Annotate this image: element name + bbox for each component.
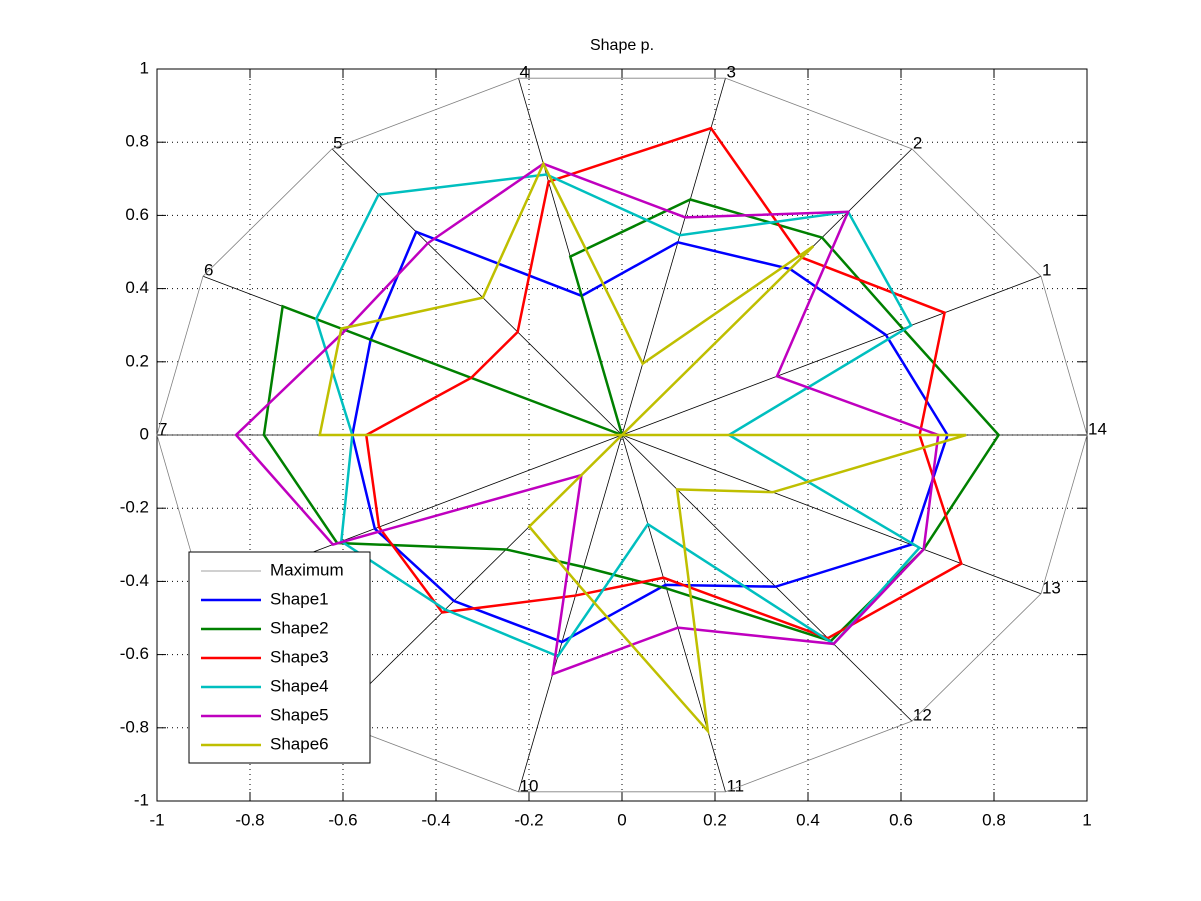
spoke-label: 5 (333, 133, 342, 152)
y-tick-label: -0.6 (120, 644, 149, 663)
spoke-label: 7 (158, 419, 167, 438)
x-tick-label: 0.4 (796, 810, 820, 829)
spoke (621, 434, 913, 722)
series-line (351, 230, 949, 644)
y-tick-label: -0.4 (120, 571, 149, 590)
spoke (621, 434, 1042, 595)
x-tick-label: 0 (617, 810, 626, 829)
spoke-label: 4 (520, 63, 529, 82)
spoke (331, 148, 623, 436)
y-tick-label: 0 (140, 424, 149, 443)
chart-title: Shape p. (590, 37, 654, 54)
legend-label: Shape2 (270, 618, 329, 637)
spoke (518, 434, 623, 792)
x-tick-label: 1 (1082, 810, 1091, 829)
y-tick-label: -0.2 (120, 498, 149, 517)
x-tick-label: 0.2 (703, 810, 727, 829)
spoke-label: 11 (726, 776, 744, 795)
legend-label: Shape4 (270, 676, 329, 695)
spoke-label: 2 (913, 133, 922, 152)
y-tick-label: 0.8 (125, 132, 149, 151)
x-tick-label: -1 (149, 810, 164, 829)
x-tick-label: 0.8 (982, 810, 1006, 829)
y-tick-label: -1 (134, 790, 149, 809)
legend-label: Shape5 (270, 705, 329, 724)
x-tick-label: -0.6 (328, 810, 357, 829)
spoke-label: 14 (1088, 419, 1107, 438)
y-tick-label: 0.2 (125, 351, 149, 370)
series-line (364, 126, 963, 640)
legend-label: Shape1 (270, 589, 329, 608)
legend: Maximum Shape1 Shape2 Shape3 Shape4 Shape5 Sha… (188, 551, 371, 764)
series-line (234, 162, 940, 676)
spoke-label: 12 (913, 706, 932, 725)
spoke (621, 78, 726, 436)
series-line (318, 160, 967, 736)
y-tick-label: 0.4 (125, 278, 149, 297)
legend-label: Maximum (270, 560, 344, 579)
y-tick-label: -0.8 (120, 717, 149, 736)
legend-label: Shape6 (270, 734, 329, 753)
spoke-label: 3 (726, 63, 735, 82)
spoke-label: 13 (1042, 578, 1061, 597)
x-tick-label: 0.6 (889, 810, 913, 829)
legend-label: Shape3 (270, 647, 329, 666)
spoke-label: 1 (1042, 261, 1051, 280)
x-tick-label: -0.2 (514, 810, 543, 829)
spoke-label: 10 (520, 776, 539, 795)
spoke (621, 275, 1042, 436)
x-tick-label: -0.4 (421, 810, 450, 829)
x-tick-label: -0.8 (235, 810, 264, 829)
y-tick-label: 0.6 (125, 205, 149, 224)
y-tick-label: 1 (140, 58, 149, 77)
